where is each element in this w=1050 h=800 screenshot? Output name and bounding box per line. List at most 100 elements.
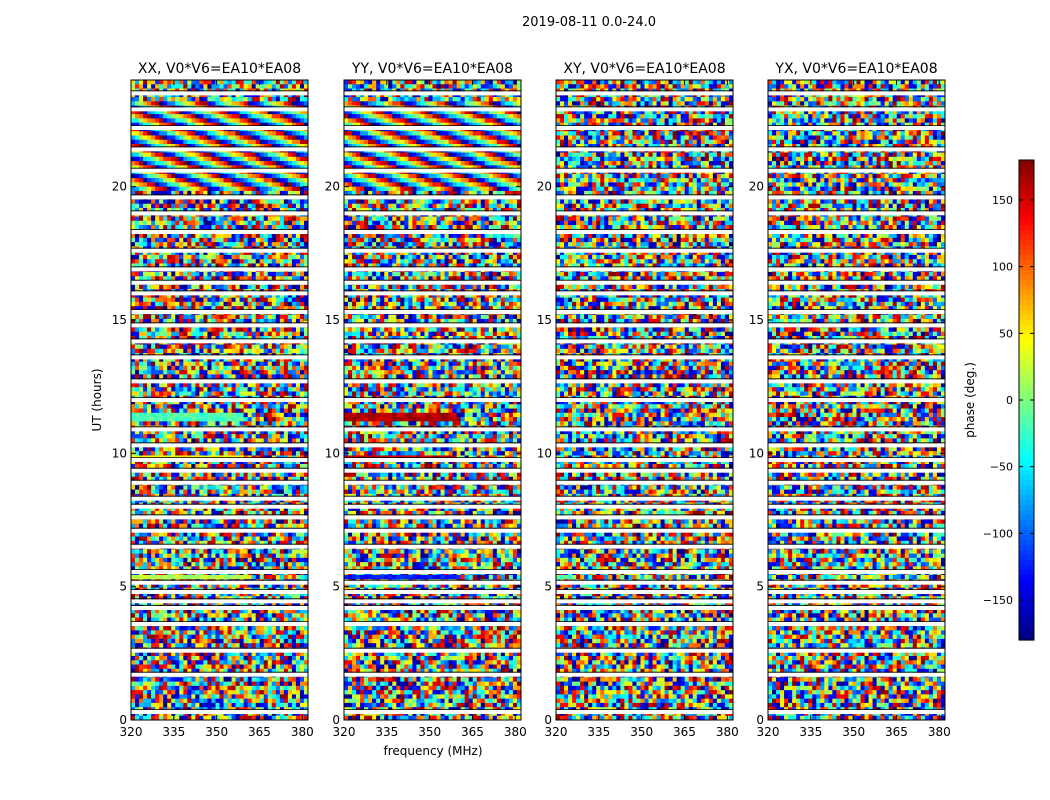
phase-cell: [255, 225, 261, 230]
phase-cell: [239, 131, 245, 136]
phase-cell: [259, 536, 265, 542]
phase-cell: [223, 233, 228, 239]
phase-cell: [263, 165, 269, 170]
phase-cell: [247, 254, 253, 260]
phase-cell: [175, 182, 180, 188]
phase-cell: [151, 421, 156, 426]
phase-cell: [203, 190, 208, 196]
phase-cell: [183, 131, 188, 136]
phase-cell: [243, 459, 249, 465]
phase-cell: [191, 532, 196, 537]
phase-cell: [163, 370, 168, 375]
phase-cell: [247, 208, 253, 213]
phase-cell: [219, 301, 224, 307]
phase-cell: [227, 297, 232, 303]
phase-cell: [267, 301, 273, 307]
phase-cell: [215, 144, 220, 149]
phase-cell: [167, 382, 172, 388]
phase-cell: [299, 220, 305, 226]
phase-cell: [207, 97, 212, 102]
phase-cell: [215, 139, 220, 145]
phase-cell: [195, 387, 200, 392]
phase-cell: [287, 421, 293, 426]
phase-cell: [215, 464, 220, 469]
phase-cell: [155, 203, 160, 209]
phase-cell: [199, 374, 204, 380]
phase-cell: [207, 510, 212, 516]
phase-cell: [195, 336, 200, 341]
phase-cell: [271, 464, 277, 469]
phase-cell: [247, 114, 253, 119]
phase-cell: [191, 446, 196, 452]
phase-cell: [135, 429, 140, 435]
phase-cell: [267, 254, 273, 260]
phase-cell: [279, 186, 285, 192]
phase-cell: [235, 208, 241, 213]
phase-cell: [215, 178, 220, 183]
phase-cell: [139, 387, 144, 392]
phase-cell: [303, 404, 308, 409]
phase-cell: [203, 242, 208, 247]
phase-cell: [251, 190, 257, 196]
phase-cell: [283, 549, 289, 554]
phase-cell: [271, 272, 277, 277]
phase-cell: [303, 446, 308, 452]
phase-cell: [203, 434, 208, 439]
phase-cell: [243, 173, 249, 179]
phase-cell: [243, 199, 249, 205]
phase-cell: [179, 540, 184, 546]
phase-cell: [203, 314, 208, 320]
phase-cell: [147, 485, 152, 490]
phase-cell: [135, 404, 140, 409]
phase-cell: [247, 327, 253, 333]
phase-cell: [235, 523, 241, 529]
phase-cell: [271, 446, 277, 452]
phase-cell: [151, 131, 156, 136]
phase-cell: [215, 429, 220, 435]
phase-cell: [303, 203, 308, 209]
phase-cell: [147, 314, 152, 320]
phase-cell: [163, 284, 168, 290]
phase-cell: [135, 438, 140, 444]
phase-cell: [259, 510, 265, 516]
phase-cell: [207, 506, 212, 512]
phase-cell: [299, 400, 305, 405]
phase-cell: [255, 476, 261, 482]
phase-cell: [147, 540, 152, 546]
phase-cell: [219, 446, 224, 452]
phase-cell: [207, 242, 212, 247]
phase-cell: [191, 178, 196, 183]
phase-cell: [291, 186, 297, 192]
phase-cell: [215, 225, 220, 230]
phase-cell: [195, 182, 200, 188]
phase-cell: [151, 370, 156, 375]
phase-cell: [167, 186, 172, 192]
phase-cell: [171, 532, 176, 537]
phase-cell: [291, 156, 297, 162]
phase-cell: [251, 225, 257, 230]
phase-cell: [151, 549, 156, 554]
phase-cell: [295, 510, 301, 516]
phase-cell: [271, 118, 277, 124]
phase-cell: [147, 557, 152, 563]
phase-cell: [131, 549, 136, 554]
phase-cell: [199, 152, 204, 158]
phase-cell: [187, 382, 192, 388]
phase-cell: [223, 532, 228, 537]
phase-cell: [231, 173, 236, 179]
phase-cell: [167, 203, 172, 209]
phase-cell: [167, 276, 172, 281]
phase-cell: [171, 118, 176, 124]
phase-cell: [291, 408, 297, 414]
phase-cell: [139, 118, 144, 124]
phase-cell: [175, 536, 180, 542]
phase-cell: [211, 365, 216, 371]
phase-cell: [207, 306, 212, 311]
phase-cell: [303, 259, 308, 264]
phase-cell: [191, 331, 196, 337]
phase-cell: [263, 242, 269, 247]
phase-cell: [231, 216, 236, 222]
phase-cell: [207, 357, 212, 362]
phase-cell: [283, 472, 289, 478]
phase-cell: [179, 250, 184, 256]
